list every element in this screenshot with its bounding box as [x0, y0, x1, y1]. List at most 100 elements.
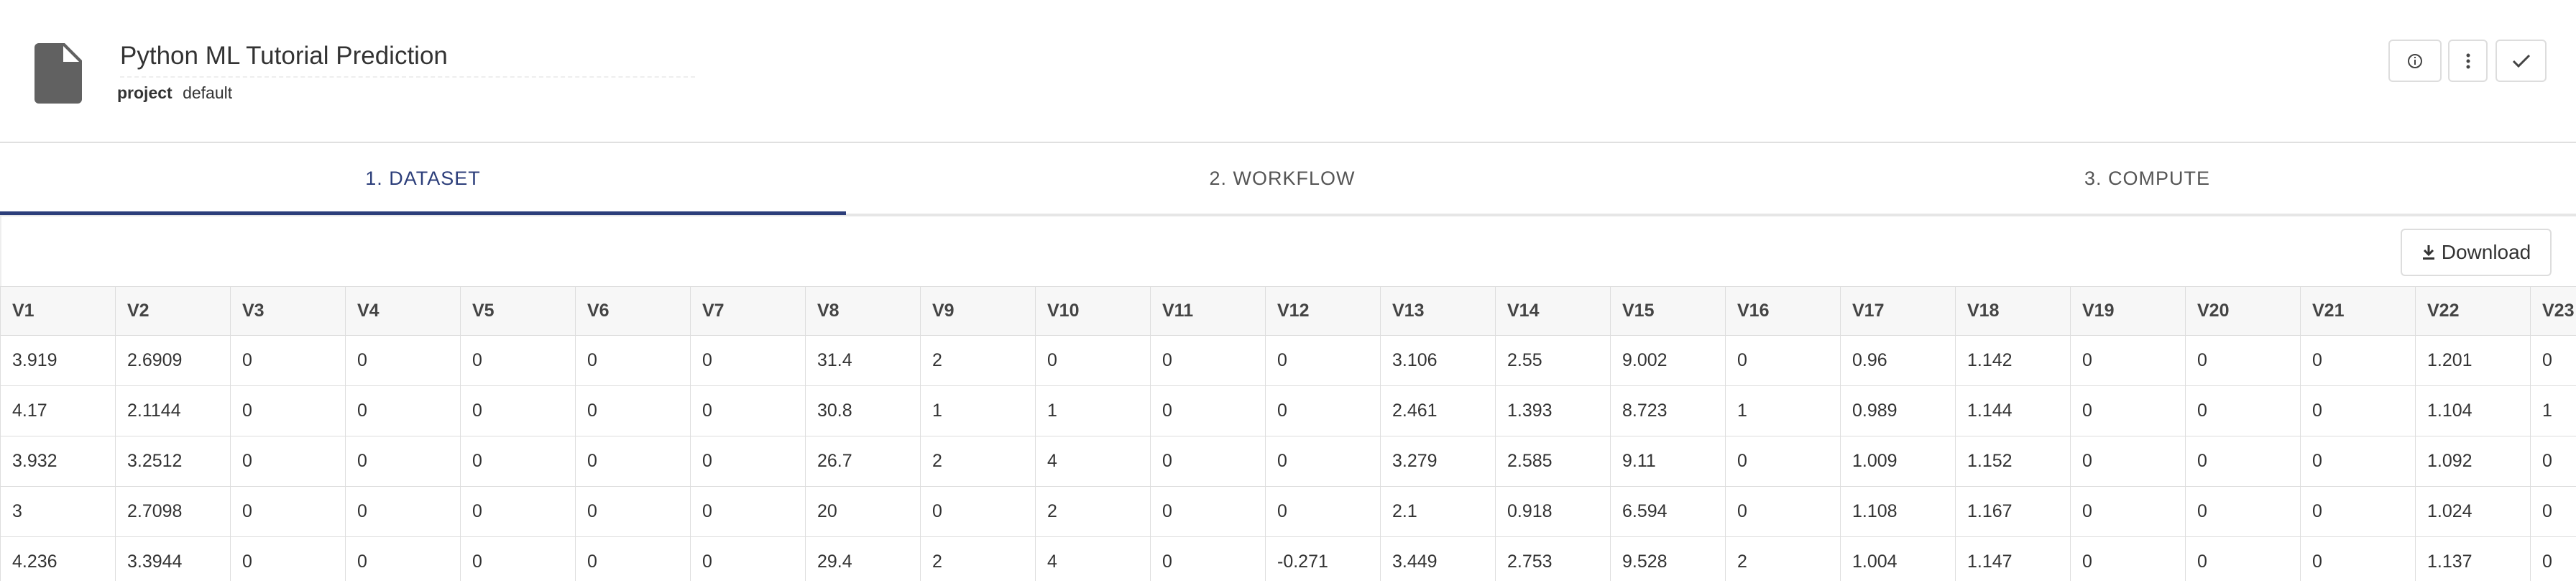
cell: 0	[1150, 385, 1266, 436]
cell: 0	[690, 486, 806, 537]
table-row: 3.919 2.6909 0 0 0 0 0 31.4 2 0 0 0 3.106 2.55 9.002 0 0…	[0, 335, 2576, 386]
download-button[interactable]: Download	[2401, 229, 2552, 276]
cell: 0	[1150, 436, 1266, 487]
cell: 0	[2070, 536, 2186, 581]
cell: 0	[2300, 385, 2416, 436]
cell: 0	[2185, 486, 2301, 537]
cell: 0	[460, 385, 576, 436]
column-header: V19	[2070, 286, 2186, 336]
table-row: 3 2.7098 0 0 0 0 0 20 0 2 0 0 2.1 0.918 6.594 0 1.108 1.1…	[0, 486, 2576, 537]
cell: 0	[460, 536, 576, 581]
cell: 0	[920, 486, 1036, 537]
column-header: V3	[230, 286, 346, 336]
cell: 3.2512	[115, 436, 231, 487]
column-header: V7	[690, 286, 806, 336]
cell: 0	[345, 536, 461, 581]
cell: 0	[2530, 536, 2576, 581]
cell: 0	[2070, 436, 2186, 487]
cell: 1.092	[2415, 436, 2531, 487]
data-table: V1 V2 V3 V4 V5 V6 V7 V8 V9 V10 V11 V12 V13 V14 V15 V16 V…	[0, 286, 2576, 581]
cell: 6.594	[1610, 486, 1726, 537]
tab[interactable]: 1. DATASET	[365, 167, 481, 189]
cell: 31.4	[805, 335, 921, 386]
cell: 1.004	[1840, 536, 1956, 581]
cell: 1.167	[1955, 486, 2071, 537]
cell: 0	[2300, 486, 2416, 537]
tab[interactable]: 2. WORKFLOW	[1209, 167, 1356, 189]
cell: 1.144	[1955, 385, 2071, 436]
cell: 0	[2300, 436, 2416, 487]
cell: 0	[345, 385, 461, 436]
project-line: project default	[117, 83, 232, 103]
column-header: V23	[2530, 286, 2576, 336]
cell: 2	[1035, 486, 1151, 537]
column-header: V22	[2415, 286, 2531, 336]
info-button[interactable]	[2388, 40, 2442, 82]
cell: 1.142	[1955, 335, 2071, 386]
cell: 0	[1265, 385, 1381, 436]
column-header: V6	[575, 286, 691, 336]
cell: 0.96	[1840, 335, 1956, 386]
cell: 0	[345, 335, 461, 386]
column-header: V4	[345, 286, 461, 336]
cell: 2.753	[1495, 536, 1611, 581]
cell: 0	[2185, 335, 2301, 386]
cell: 4	[1035, 536, 1151, 581]
cell: 0	[230, 436, 346, 487]
cell: 2.1	[1380, 486, 1496, 537]
cell: 0	[2530, 335, 2576, 386]
column-header: V21	[2300, 286, 2416, 336]
save-button[interactable]	[2496, 40, 2547, 82]
more-button[interactable]	[2448, 40, 2488, 82]
cell: 0	[690, 385, 806, 436]
table-row: 3.932 3.2512 0 0 0 0 0 26.7 2 4 0 0 3.279 2.585 9.11 0 1…	[0, 436, 2576, 487]
cell: 0	[230, 385, 346, 436]
cell: 29.4	[805, 536, 921, 581]
cell: 0	[1035, 335, 1151, 386]
tab-divider	[0, 214, 2576, 216]
cell: 2	[1725, 536, 1841, 581]
cell: 2	[920, 335, 1036, 386]
cell: 0	[575, 385, 691, 436]
cell: 1	[2530, 385, 2576, 436]
cell: 4.17	[0, 385, 116, 436]
cell: 1.024	[2415, 486, 2531, 537]
cell: 3.449	[1380, 536, 1496, 581]
title[interactable]: Python ML Tutorial Prediction	[120, 42, 695, 78]
cell: 0	[575, 335, 691, 386]
cell: 1.009	[1840, 436, 1956, 487]
cell: 1.147	[1955, 536, 2071, 581]
column-header: V8	[805, 286, 921, 336]
table-row: 4.17 2.1144 0 0 0 0 0 30.8 1 1 0 0 2.461 1.393 8.723 1 0…	[0, 385, 2576, 436]
cell: 1.137	[2415, 536, 2531, 581]
tab[interactable]: 3. COMPUTE	[2084, 167, 2211, 189]
cell: 2	[920, 536, 1036, 581]
cell: 0	[2185, 385, 2301, 436]
cell: 2.585	[1495, 436, 1611, 487]
cell: 0	[575, 536, 691, 581]
project-value: default	[183, 83, 233, 102]
cell: 0	[2070, 385, 2186, 436]
cell: 0	[2530, 486, 2576, 537]
cell: 0	[2530, 436, 2576, 487]
cell: 0	[230, 335, 346, 386]
cell: 4	[1035, 436, 1151, 487]
active-tab-indicator	[0, 211, 846, 215]
cell: 1.104	[2415, 385, 2531, 436]
table-row: 4.236 3.3944 0 0 0 0 0 29.4 2 4 0 -0.271 3.449 2.753 9…	[0, 536, 2576, 581]
cell: 1.393	[1495, 385, 1611, 436]
cell: 0	[2300, 335, 2416, 386]
cell: 3.3944	[115, 536, 231, 581]
cell: 0	[1725, 335, 1841, 386]
download-label: Download	[2441, 241, 2531, 263]
cell: 1.152	[1955, 436, 2071, 487]
cell: -0.271	[1265, 536, 1381, 581]
cell: 1	[920, 385, 1036, 436]
cell: 3.919	[0, 335, 116, 386]
cell: 0	[345, 486, 461, 537]
cell: 3	[0, 486, 116, 537]
column-header: V2	[115, 286, 231, 336]
column-header: V18	[1955, 286, 2071, 336]
column-header: V17	[1840, 286, 1956, 336]
cell: 0	[1265, 486, 1381, 537]
